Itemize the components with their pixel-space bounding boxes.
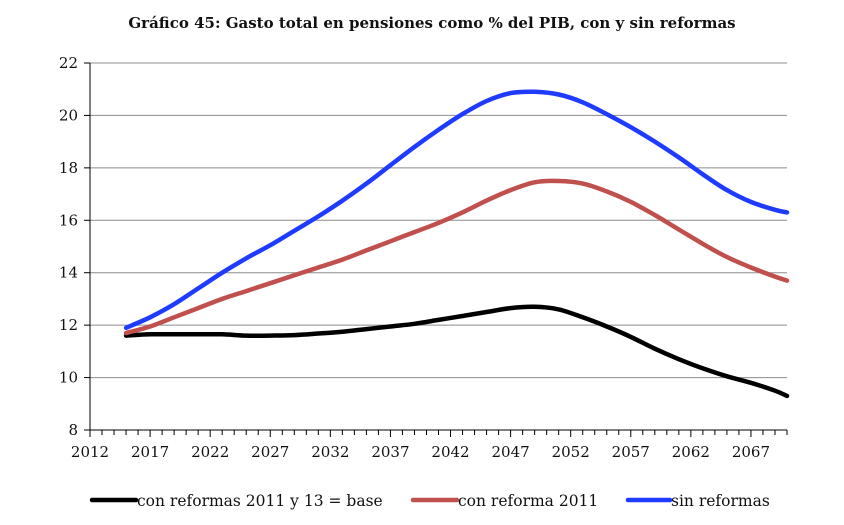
y-tick-label: 16 (59, 211, 78, 229)
x-tick-label: 2037 (371, 443, 409, 461)
x-tick-label: 2042 (431, 443, 469, 461)
series-lines (123, 89, 790, 399)
series-line-2 (123, 89, 790, 331)
y-tick-label: 12 (59, 316, 78, 334)
x-tick-label: 2022 (191, 443, 229, 461)
y-tick-label: 22 (59, 54, 78, 72)
x-tick-label: 2057 (612, 443, 650, 461)
x-tick-label: 2062 (672, 443, 710, 461)
legend: con reformas 2011 y 13 = base con reforma… (89, 492, 770, 510)
y-tick-label: 8 (68, 421, 78, 439)
y-tick-label: 14 (59, 264, 78, 282)
x-tick-label: 2052 (552, 443, 590, 461)
x-tick-labels: 2012 2017 2022 2027 2032 2037 2042 2047 2052 2057… (71, 443, 770, 461)
axes (84, 62, 788, 437)
y-tick-label: 10 (59, 369, 78, 387)
y-tick-labels: 8 10 12 14 16 18 20 22 (59, 54, 78, 439)
x-tick-label: 2027 (251, 443, 289, 461)
x-tick-label: 2032 (311, 443, 349, 461)
legend-label-2: sin reformas (671, 492, 770, 510)
series-line-0 (123, 304, 790, 399)
chart-title: Gráfico 45: Gasto total en pensiones com… (128, 14, 735, 32)
series-line-1 (123, 178, 790, 336)
x-tick-label: 2067 (732, 443, 770, 461)
x-tick-label: 2017 (131, 443, 169, 461)
legend-label-0: con reformas 2011 y 13 = base (137, 492, 383, 510)
x-tick-label: 2047 (492, 443, 530, 461)
y-tick-label: 18 (59, 159, 78, 177)
legend-label-1: con reforma 2011 (458, 492, 598, 510)
x-tick-label: 2012 (71, 443, 109, 461)
gridlines (90, 62, 787, 379)
y-tick-label: 20 (59, 106, 78, 124)
